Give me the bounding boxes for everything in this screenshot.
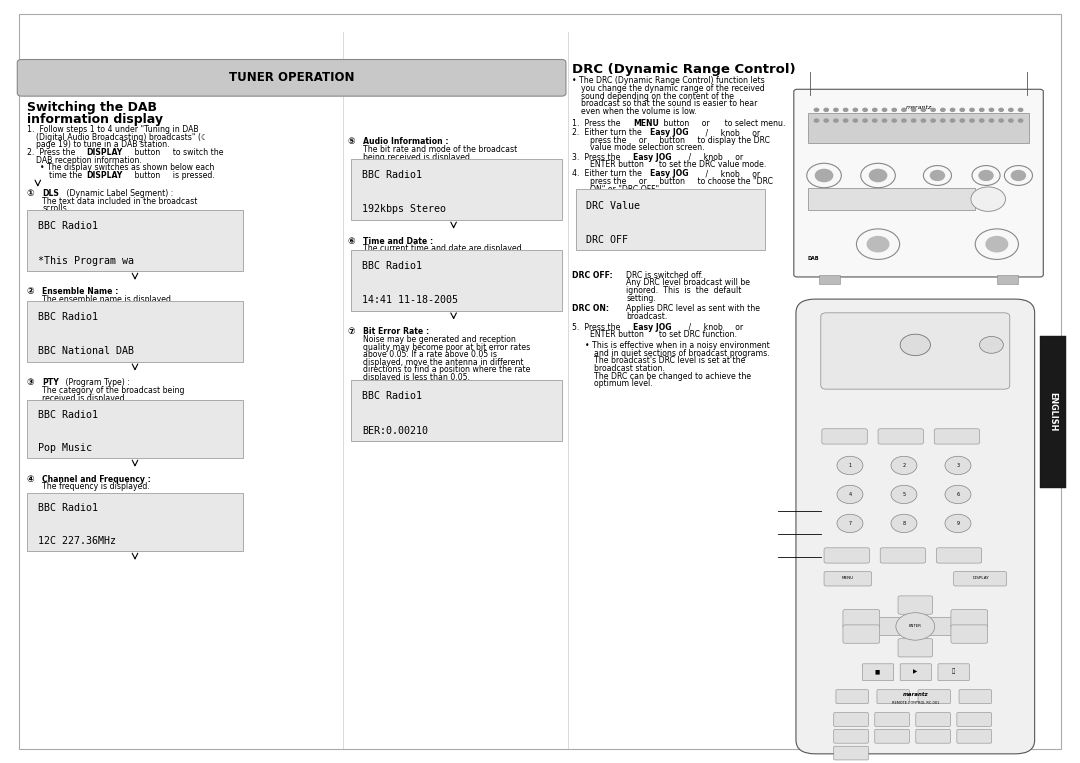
Text: DRC (Dynamic Range Control): DRC (Dynamic Range Control) [572, 63, 796, 76]
Text: scrolls.: scrolls. [42, 204, 69, 214]
FancyBboxPatch shape [957, 713, 991, 726]
FancyBboxPatch shape [27, 400, 243, 458]
Text: directions to find a position where the rate: directions to find a position where the … [363, 365, 530, 375]
Text: ②: ② [27, 287, 38, 296]
Text: DISPLAY: DISPLAY [972, 576, 989, 581]
Circle shape [873, 108, 877, 111]
Circle shape [815, 169, 833, 182]
Text: marantz: marantz [905, 105, 932, 111]
Text: ⏸: ⏸ [951, 668, 955, 674]
Circle shape [978, 170, 994, 181]
Text: above 0.05. If a rate above 0.05 is: above 0.05. If a rate above 0.05 is [363, 350, 497, 359]
Text: 192kbps Stereo: 192kbps Stereo [362, 204, 446, 214]
Text: received is displayed.: received is displayed. [42, 394, 127, 403]
Circle shape [931, 119, 935, 122]
Circle shape [863, 108, 867, 111]
Text: DRC OFF:: DRC OFF: [572, 271, 613, 280]
Text: 3.  Press the: 3. Press the [572, 153, 623, 162]
Text: ENTER: ENTER [909, 624, 921, 629]
Text: 4.  Either turn the: 4. Either turn the [572, 169, 645, 179]
Circle shape [837, 514, 863, 533]
Circle shape [999, 108, 1003, 111]
Circle shape [950, 108, 955, 111]
Text: BBC Radio1: BBC Radio1 [362, 170, 422, 180]
FancyBboxPatch shape [951, 610, 988, 628]
FancyBboxPatch shape [808, 113, 1029, 143]
Text: ■: ■ [875, 669, 880, 674]
Text: 8: 8 [903, 521, 905, 526]
Circle shape [970, 108, 974, 111]
Circle shape [999, 119, 1003, 122]
FancyBboxPatch shape [351, 159, 562, 220]
FancyBboxPatch shape [951, 625, 988, 643]
Circle shape [912, 119, 916, 122]
FancyBboxPatch shape [880, 548, 926, 563]
Text: you change the dynamic range of the received: you change the dynamic range of the rece… [581, 84, 765, 93]
FancyBboxPatch shape [351, 380, 562, 441]
Text: DAB: DAB [808, 256, 820, 261]
Circle shape [843, 108, 848, 111]
Text: 12C 227.36MHz: 12C 227.36MHz [38, 536, 116, 546]
Text: • The display switches as shown below each: • The display switches as shown below ea… [40, 163, 214, 172]
Text: Pop Music: Pop Music [38, 443, 92, 452]
Text: BBC Radio1: BBC Radio1 [362, 261, 422, 271]
FancyBboxPatch shape [808, 188, 975, 210]
Circle shape [980, 119, 984, 122]
Text: ENTER button      to set the DRC value mode.: ENTER button to set the DRC value mode. [590, 160, 766, 169]
FancyBboxPatch shape [834, 713, 868, 726]
Text: TUNER OPERATION: TUNER OPERATION [229, 71, 354, 85]
Circle shape [834, 119, 838, 122]
Text: value mode selection screen.: value mode selection screen. [590, 143, 704, 153]
FancyBboxPatch shape [868, 617, 903, 636]
FancyBboxPatch shape [929, 617, 963, 636]
Circle shape [824, 119, 828, 122]
Text: 1: 1 [849, 463, 851, 468]
Circle shape [1009, 108, 1013, 111]
Text: 2: 2 [903, 463, 905, 468]
Text: button     to switch the: button to switch the [132, 148, 224, 157]
FancyBboxPatch shape [819, 275, 840, 284]
FancyBboxPatch shape [822, 429, 867, 444]
Text: Time and Date :: Time and Date : [363, 237, 433, 246]
Text: The ensemble name is displayed.: The ensemble name is displayed. [42, 295, 174, 304]
Text: 9: 9 [957, 521, 959, 526]
FancyBboxPatch shape [836, 690, 868, 703]
FancyBboxPatch shape [27, 210, 243, 271]
Text: time the: time the [49, 171, 84, 180]
Circle shape [1009, 119, 1013, 122]
FancyBboxPatch shape [351, 250, 562, 311]
FancyBboxPatch shape [957, 729, 991, 743]
Circle shape [824, 108, 828, 111]
FancyBboxPatch shape [824, 548, 869, 563]
Circle shape [901, 334, 931, 356]
Text: Bit Error Rate :: Bit Error Rate : [363, 327, 429, 336]
FancyBboxPatch shape [901, 664, 931, 681]
Text: 4: 4 [849, 492, 851, 497]
Text: • This is effective when in a noisy environment: • This is effective when in a noisy envi… [585, 341, 770, 350]
Text: /     knob     or: / knob or [676, 153, 743, 162]
Text: button     or      to select menu.: button or to select menu. [661, 119, 785, 128]
Text: broadcast station.: broadcast station. [594, 364, 665, 373]
Text: broadcast so that the sound is easier to hear: broadcast so that the sound is easier to… [581, 99, 757, 108]
Circle shape [970, 119, 974, 122]
Circle shape [921, 108, 926, 111]
Text: ▶: ▶ [914, 669, 917, 674]
Text: /     knob     or: / knob or [693, 128, 760, 137]
Text: Audio Information :: Audio Information : [363, 137, 448, 146]
Text: Switching the DAB: Switching the DAB [27, 101, 157, 114]
Circle shape [971, 187, 1005, 211]
Text: Noise may be generated and reception: Noise may be generated and reception [363, 335, 516, 344]
Text: ⑤: ⑤ [348, 137, 359, 146]
Text: • The DRC (Dynamic Range Control) function lets: • The DRC (Dynamic Range Control) functi… [572, 76, 765, 85]
Circle shape [960, 108, 964, 111]
FancyBboxPatch shape [27, 301, 243, 362]
Circle shape [931, 108, 935, 111]
Text: /     knob     or: / knob or [676, 323, 743, 332]
Text: ③: ③ [27, 378, 38, 388]
Text: DAB reception information.: DAB reception information. [36, 156, 141, 165]
Text: press the     or     button     to choose the "DRC: press the or button to choose the "DRC [590, 177, 772, 186]
Text: Channel and Frequency :: Channel and Frequency : [42, 475, 151, 484]
Text: being received is displayed.: being received is displayed. [363, 153, 472, 162]
Text: BBC Radio1: BBC Radio1 [38, 312, 98, 322]
